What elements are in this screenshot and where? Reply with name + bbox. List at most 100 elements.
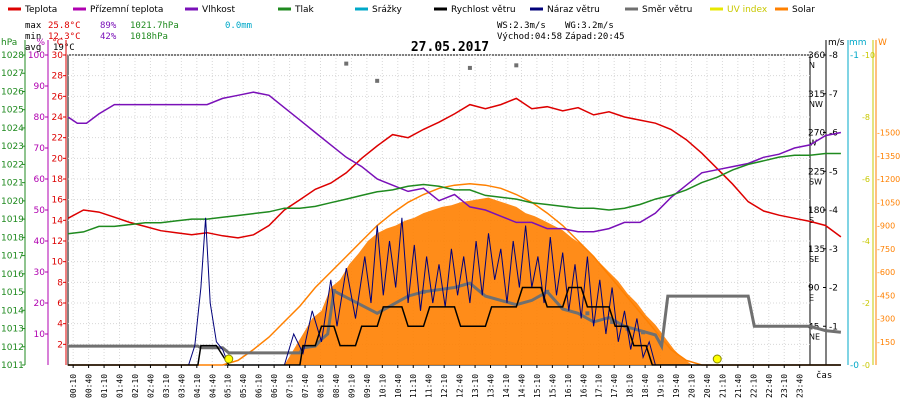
wind-dir-point (421, 289, 426, 294)
legend-label: Přízemní teplota (90, 5, 163, 15)
axis-tick-label-compass: NW (809, 100, 823, 109)
x-tick-label: 21:10 (718, 374, 727, 398)
wind-dir-point (467, 65, 472, 70)
stat-max-press: 1021.7hPa (130, 21, 179, 31)
stat-max-temp: 25.8°C (48, 21, 81, 31)
axis-tick-label-temperature: 30 (52, 51, 64, 61)
series-wind-gust (68, 217, 841, 366)
axis-tick-label-uv: -10 (862, 51, 875, 60)
legend-label: Srážky (372, 5, 403, 15)
axis-tick-label-wind-dir: 135 (808, 245, 825, 255)
axis-tick-label-humidity: 20 (34, 299, 46, 309)
stat-wg: WG:3.2m/s (565, 21, 614, 31)
axis-tick-label-pressure: 1011 (1, 361, 24, 371)
axis-tick-label-rain: -1 (850, 51, 859, 61)
axes: hPa1011101210131014101510161017101810191… (1, 38, 900, 371)
x-tick-label: 22:40 (765, 374, 774, 398)
x-tick-label: 00:10 (69, 374, 78, 398)
x-tick-label: 09:40 (363, 374, 372, 398)
axis-tick-label-wind-dir: 360 (808, 51, 825, 61)
axis-tick-label-wind-speed: -2 (829, 284, 838, 294)
x-tick-label: 13:40 (487, 374, 496, 398)
legend-label: UV index (727, 5, 768, 15)
x-tick-label: 12:40 (456, 374, 465, 398)
stat-max-label: max (25, 21, 42, 31)
axis-tick-label-pressure: 1027 (1, 69, 24, 79)
axis-tick-label-solar: -900 (877, 222, 895, 231)
axis-tick-label-solar: -300 (877, 315, 895, 324)
wind-dir-point (641, 330, 646, 335)
axis-tick-label-solar: -1200 (877, 175, 900, 184)
series-layer (67, 61, 842, 366)
axis-tick-label-pressure: 1022 (1, 160, 24, 170)
x-tick-label: 08:40 (332, 374, 341, 398)
x-tick-label: 18:40 (641, 374, 650, 398)
axis-tick-label-pressure: 1019 (1, 215, 24, 225)
axis-tick-label-pressure: 1021 (1, 179, 24, 189)
x-tick-label: 18:10 (626, 374, 635, 398)
x-tick-label: 04:40 (208, 374, 217, 398)
axis-tick-label-humidity: 80 (34, 113, 46, 123)
x-tick-label: 03:10 (162, 374, 171, 398)
axis-unit-pressure: hPa (1, 38, 17, 48)
axis-tick-label-wind-speed: -8 (829, 51, 838, 61)
x-tick-label: 07:40 (301, 374, 310, 398)
wind-dir-point (514, 63, 519, 68)
chart-title: 27.05.2017 (411, 40, 489, 55)
x-tick-label: 07:10 (286, 374, 295, 398)
x-tick-label: 06:10 (255, 374, 264, 398)
axis-tick-label-pressure: 1023 (1, 142, 24, 152)
x-tick-label: 08:10 (316, 374, 325, 398)
axis-tick-label-compass: S (809, 216, 814, 225)
x-axis-label: čas (816, 370, 832, 381)
axis-tick-label-pressure: 1012 (1, 343, 24, 353)
series-humidity (67, 91, 842, 233)
axis-tick-label-solar: -450 (877, 291, 895, 300)
axis-tick-label-temperature: 12 (52, 237, 63, 247)
x-tick-label: 16:10 (564, 374, 573, 398)
stat-min-press: 1018hPa (130, 32, 168, 42)
x-tick-label: 20:40 (703, 374, 712, 398)
axis-unit-humidity: % (36, 38, 45, 48)
axis-tick-label-temperature: 4 (57, 320, 63, 330)
wind-dir-point (331, 288, 336, 293)
wind-dir-point (585, 311, 590, 316)
x-tick-label: 10:10 (378, 374, 387, 398)
x-tick-label: 14:40 (517, 374, 526, 398)
x-tick-label: 05:40 (239, 374, 248, 398)
x-tick-label: 01:40 (116, 374, 125, 398)
x-tick-label: 20:10 (687, 374, 696, 398)
axis-tick-label-humidity: 30 (34, 268, 46, 278)
stat-min-label: min (25, 32, 41, 42)
axis-tick-label-humidity: 40 (34, 237, 46, 247)
axis-tick-label-temperature: 14 (52, 216, 64, 226)
stat-avg-label: avg (25, 43, 41, 53)
x-tick-label: 11:10 (409, 374, 418, 398)
legend-label: Náraz větru (547, 5, 600, 15)
wind-dir-point (344, 61, 349, 66)
axis-tick-label-solar: -1050 (877, 198, 900, 207)
axis-tick-label-wind-speed: -3 (829, 245, 838, 255)
axis-tick-label-wind-speed: -7 (829, 90, 838, 100)
legend: Teplota Přízemní teplota Vlhkost Tlak Srážky… (8, 5, 815, 15)
axis-tick-label-wind-dir: 270 (808, 129, 825, 139)
wind-dir-point (375, 78, 380, 83)
axis-tick-label-humidity: 50 (34, 206, 46, 216)
axis-tick-label-pressure: 1016 (1, 270, 24, 280)
axis-tick-label-wind-dir: 225 (808, 167, 825, 177)
x-tick-label: 05:10 (224, 374, 233, 398)
legend-label: Solar (792, 5, 815, 15)
axis-unit-wind-speed: m/s (828, 38, 845, 48)
axis-tick-label-wind-speed: -1 (829, 322, 838, 332)
axis-tick-label-temperature: 22 (52, 134, 63, 144)
x-tick-label: 17:10 (595, 374, 604, 398)
axis-tick-label-compass: SE (809, 255, 819, 264)
axis-tick-label-compass: E (809, 294, 814, 303)
legend-label: Teplota (24, 5, 57, 15)
axis-tick-label-temperature: 18 (52, 175, 64, 185)
stat-avg-temp: 19°C (53, 43, 75, 53)
axis-tick-label-temperature: 16 (52, 196, 64, 206)
legend-label: Vlhkost (202, 5, 235, 15)
x-tick-label: 22:10 (749, 374, 758, 398)
axis-tick-label-solar: -600 (877, 268, 895, 277)
